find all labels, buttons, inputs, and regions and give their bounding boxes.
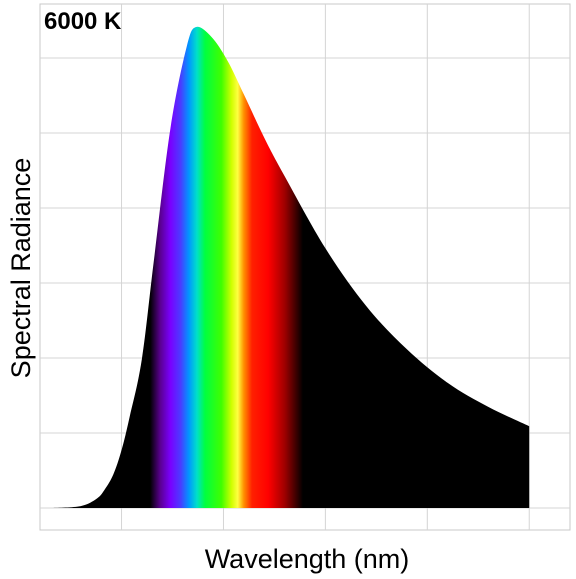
temperature-label: 6000 K bbox=[44, 8, 122, 35]
y-axis-label: Spectral Radiance bbox=[6, 158, 36, 379]
x-axis-label: Wavelength (nm) bbox=[205, 544, 410, 574]
spectral-radiance-area bbox=[52, 26, 530, 508]
